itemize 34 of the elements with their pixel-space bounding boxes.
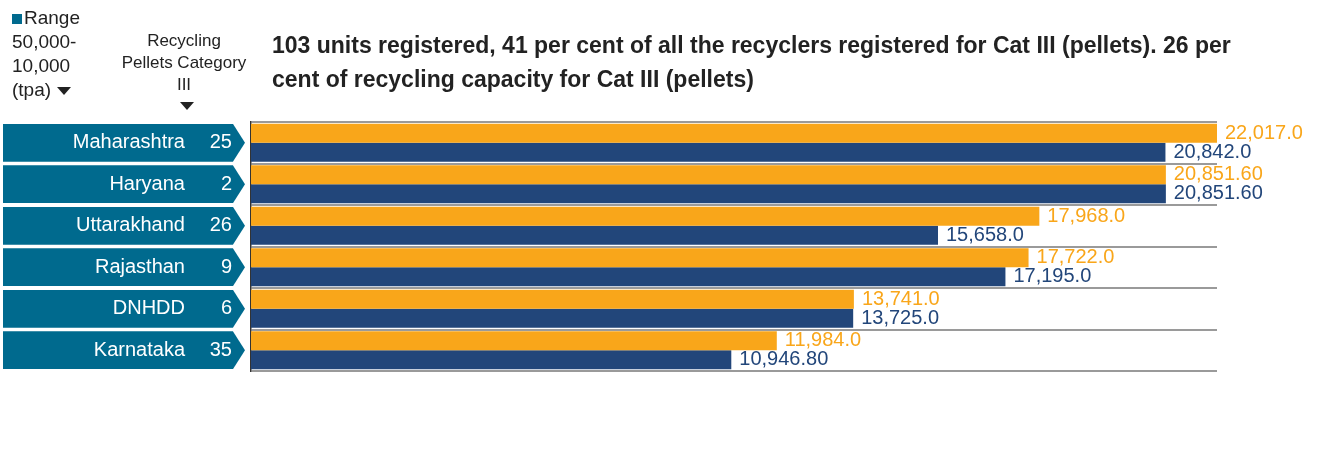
data-label: 17,968.0 — [1047, 203, 1126, 226]
data-label: 15,658.0 — [946, 222, 1024, 245]
data-label: 13,741.0 — [861, 286, 940, 309]
bar — [251, 206, 1040, 226]
y-tick-label: Uttarakhand — [76, 213, 185, 236]
y-tick-label: Karnataka — [93, 337, 186, 360]
data-label: 11,984.0 — [784, 328, 862, 351]
bar — [251, 289, 854, 309]
bar — [251, 308, 854, 328]
bar — [251, 123, 1217, 143]
bar — [251, 248, 1029, 268]
data-label: 22,017.0 — [1225, 120, 1303, 143]
y-tick-label: Haryana — [109, 171, 186, 194]
bar — [251, 142, 1166, 162]
data-label: 17,722.0 — [1036, 245, 1115, 268]
bar — [251, 225, 938, 245]
text: 25 — [209, 130, 232, 153]
text: Recycling Pellets Category III — [121, 31, 247, 94]
text: 26 — [209, 213, 232, 236]
text: 9 — [220, 254, 232, 277]
bar — [251, 184, 1166, 204]
data-label: 20,851.60 — [1173, 162, 1263, 185]
bar — [251, 331, 777, 351]
bar — [251, 350, 732, 370]
y-tick-label: DNHDD — [112, 296, 185, 319]
text: 6 — [220, 296, 232, 319]
text: 2 — [220, 171, 232, 194]
text: 35 — [209, 337, 232, 360]
bar — [251, 165, 1166, 185]
bar — [251, 267, 1006, 287]
y-tick-label: Maharashtra — [72, 130, 186, 153]
text: Range 50,000-10,000 (tpa) — [12, 7, 80, 100]
y-tick-label: Rajasthan — [94, 254, 185, 277]
chart-title: 103 units registered, 41 per cent of all the recyclers registered for Cat III (pellets). 26 per cent of recycling capacity for Cat III (pellets) — [272, 31, 1232, 94]
